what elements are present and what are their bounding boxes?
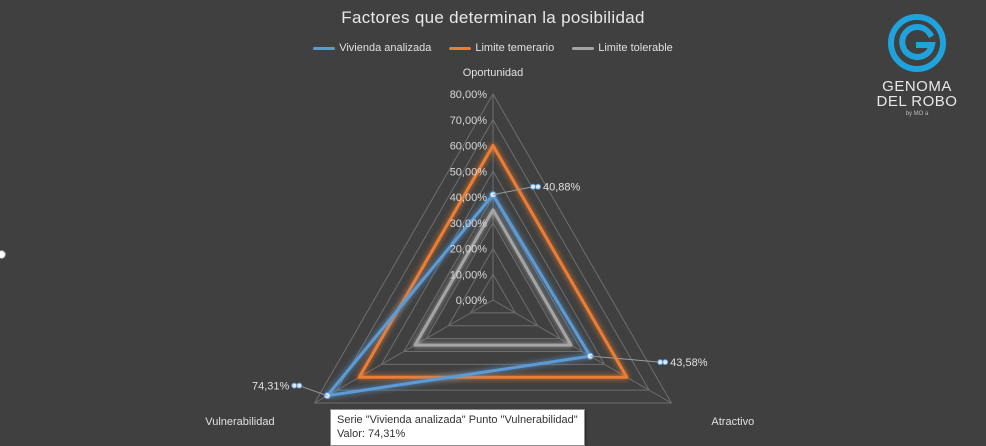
chart-tooltip: Serie "Vivienda analizada" Punto "Vulner… bbox=[330, 409, 585, 446]
logo-line1: GENOMA bbox=[882, 78, 952, 95]
category-label: Oportunidad bbox=[463, 67, 524, 79]
axis-tick-label: 20,00% bbox=[450, 244, 488, 256]
category-label: Atractivo bbox=[711, 416, 754, 428]
axis-tick-label: 0,00% bbox=[456, 295, 487, 307]
axis-tick-label: 10,00% bbox=[450, 269, 488, 281]
grid-ring bbox=[469, 273, 517, 314]
grid-spoke bbox=[314, 299, 494, 404]
axis-tick-label: 60,00% bbox=[450, 141, 488, 153]
logo-sub: by MO a bbox=[905, 111, 929, 117]
series-line-1[interactable] bbox=[357, 144, 629, 379]
axis-tick-label: 40,00% bbox=[450, 192, 488, 204]
logo-g-icon bbox=[888, 14, 946, 72]
data-label: 43,58% bbox=[670, 357, 708, 369]
axis-tick-label: 80,00% bbox=[450, 89, 488, 101]
data-label-leader bbox=[299, 385, 328, 397]
grid-ring bbox=[447, 247, 539, 327]
legend-swatch-vivienda bbox=[313, 46, 336, 50]
series-line-0[interactable] bbox=[325, 193, 592, 398]
grid-ring bbox=[336, 118, 650, 391]
data-label-handle[interactable] bbox=[296, 382, 303, 389]
legend-label-vivienda: Vivienda analizada bbox=[339, 42, 432, 54]
data-label-handle[interactable] bbox=[657, 359, 664, 366]
legend-item-vivienda[interactable]: Vivienda analizada bbox=[313, 42, 431, 54]
legend-item-temerario[interactable]: Limite temerario bbox=[449, 42, 554, 54]
legend: Vivienda analizada Limite temerario Limi… bbox=[0, 42, 986, 54]
legend-label-temerario: Limite temerario bbox=[475, 42, 555, 54]
axis-tick-label: 70,00% bbox=[450, 115, 488, 127]
resize-handle[interactable] bbox=[0, 250, 6, 259]
data-label: 74,31% bbox=[252, 381, 290, 393]
axis-tick-label: 50,00% bbox=[450, 166, 488, 178]
grid-ring bbox=[313, 93, 673, 404]
logo-line2: DEL ROBO bbox=[876, 93, 958, 110]
legend-item-tolerable[interactable]: Limite tolerable bbox=[572, 42, 673, 54]
category-label: Vulnerabilidad bbox=[205, 416, 274, 428]
tooltip-line2: Valor: 74,31% bbox=[337, 428, 406, 440]
data-label-handle[interactable] bbox=[530, 183, 536, 190]
tooltip-line1: Serie "Vivienda analizada" Punto "Vulner… bbox=[337, 414, 578, 426]
grid-ring bbox=[402, 196, 584, 352]
data-label-handle[interactable] bbox=[291, 382, 298, 389]
series-line-2[interactable] bbox=[413, 208, 573, 347]
data-label: 40,88% bbox=[543, 182, 581, 194]
legend-label-tolerable: Limite tolerable bbox=[598, 42, 673, 54]
axis-tick-label: 30,00% bbox=[450, 218, 488, 230]
genoma-logo: GENOMA DEL ROBO by MO a bbox=[872, 12, 962, 117]
chart-title: Factores que determinan la posibilidad bbox=[341, 8, 645, 27]
data-label-handle[interactable] bbox=[535, 183, 541, 190]
grid-ring bbox=[425, 221, 561, 340]
data-label-handle[interactable] bbox=[662, 359, 669, 366]
data-label-leader bbox=[492, 186, 534, 196]
grid-spoke bbox=[492, 299, 672, 404]
grid-ring bbox=[380, 170, 606, 365]
data-label-leader bbox=[590, 355, 661, 363]
legend-swatch-temerario bbox=[449, 46, 472, 50]
legend-swatch-tolerable bbox=[572, 46, 595, 50]
